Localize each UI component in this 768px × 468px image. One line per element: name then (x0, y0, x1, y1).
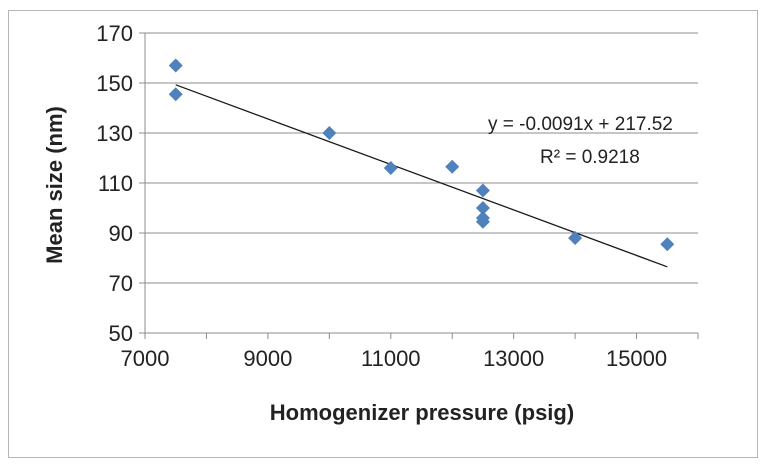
y-tick-label-150: 150 (96, 71, 133, 96)
gridlines (145, 32, 698, 284)
x-axis-title: Homogenizer pressure (psig) (270, 400, 574, 425)
y-tick-label-130: 130 (96, 121, 133, 146)
x-tick-label-13000: 13000 (483, 346, 544, 371)
chart-frame (8, 10, 758, 458)
data-point-9 (568, 231, 583, 245)
data-point-10 (660, 237, 675, 252)
data-point-8 (475, 214, 490, 229)
y-tick-label-170: 170 (96, 21, 133, 46)
y-tick-label-90: 90 (109, 221, 133, 246)
y-tick-label-70: 70 (109, 271, 133, 296)
y-tick-label-50: 50 (109, 321, 133, 346)
data-point-3 (383, 161, 398, 175)
trendline (175, 84, 668, 268)
data-point-5 (475, 183, 490, 198)
r-squared-label: R² = 0.9218 (540, 147, 640, 168)
data-point-2 (322, 126, 337, 140)
trendline-group (175, 84, 668, 268)
data-point-1 (168, 87, 183, 102)
data-point-6 (475, 201, 490, 215)
x-tick-label-11000: 11000 (361, 346, 421, 371)
data-point-0 (168, 58, 183, 73)
x-tick-labels: 7000 9000 11000 13000 15000 (121, 346, 668, 371)
y-tick-labels: 50 70 90 110 130 150 170 (96, 21, 133, 346)
data-points (168, 58, 675, 252)
trendline-equation: y = -0.0091x + 217.52 (488, 114, 673, 135)
x-tick-label-9000: 9000 (243, 346, 292, 371)
data-point-4 (445, 159, 460, 174)
axes (139, 32, 699, 339)
x-tick-label-7000: 7000 (121, 346, 170, 371)
y-axis-title: Mean size (nm) (42, 106, 67, 264)
y-tick-label-110: 110 (98, 171, 133, 196)
x-tick-label-15000: 15000 (606, 346, 667, 371)
